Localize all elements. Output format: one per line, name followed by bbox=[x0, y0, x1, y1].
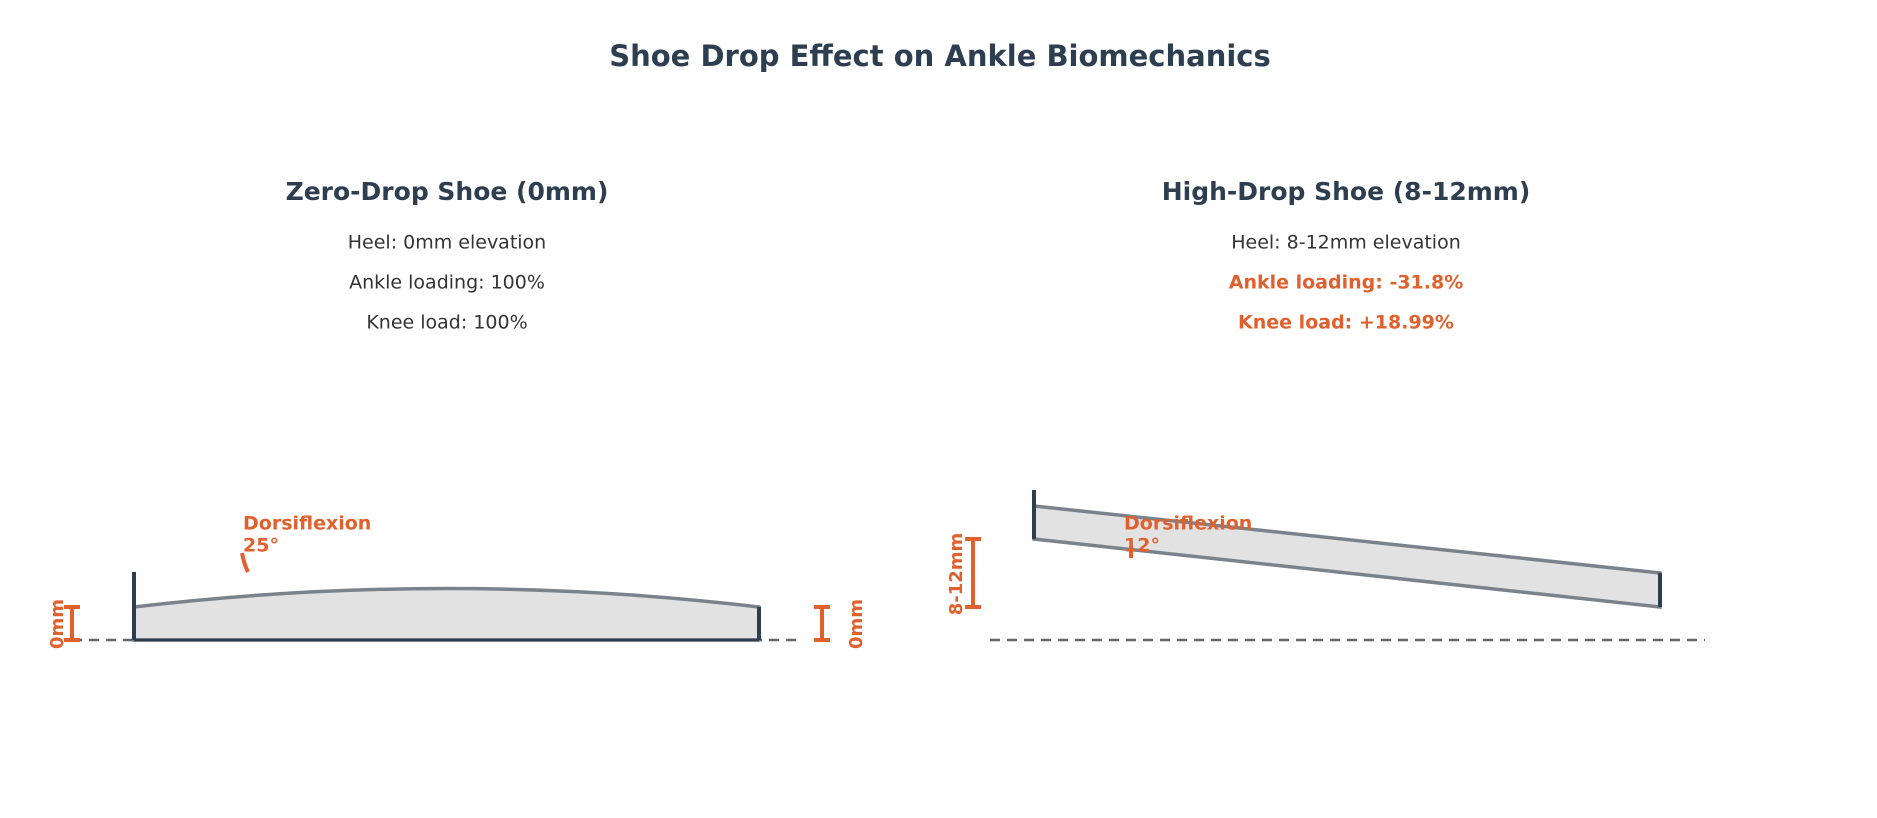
info-line: Knee load: 100% bbox=[366, 312, 527, 334]
info-line: Ankle loading: -31.8% bbox=[1229, 272, 1464, 294]
high-drop-panel: High-Drop Shoe (8-12mm) Heel: 8-12mm ele… bbox=[946, 177, 1705, 642]
angle-arc bbox=[240, 552, 250, 573]
info-line: Ankle loading: 100% bbox=[349, 272, 545, 294]
panel-title: High-Drop Shoe (8-12mm) bbox=[1162, 177, 1531, 206]
zero-drop-panel: Zero-Drop Shoe (0mm) Heel: 0mm elevation… bbox=[47, 177, 867, 649]
heel-dimension bbox=[64, 605, 80, 642]
panel-title: Zero-Drop Shoe (0mm) bbox=[286, 177, 609, 206]
dorsiflexion-label: Dorsiflexion bbox=[243, 513, 371, 535]
info-line: Heel: 0mm elevation bbox=[348, 232, 546, 254]
shoe-sole bbox=[132, 586, 761, 642]
heel-height: 0mm bbox=[47, 599, 68, 649]
heel-dimension bbox=[965, 537, 981, 609]
info-line: Knee load: +18.99% bbox=[1238, 312, 1454, 334]
title: Shoe Drop Effect on Ankle Biomechanics bbox=[609, 39, 1271, 73]
dorsiflexion-label: Dorsiflexion bbox=[1124, 513, 1252, 535]
toe-dimension bbox=[814, 605, 830, 642]
heel-height: 8-12mm bbox=[946, 533, 967, 616]
dorsiflexion-angle: 25° bbox=[243, 535, 279, 557]
info-line: Heel: 8-12mm elevation bbox=[1231, 232, 1461, 254]
toe-height: 0mm bbox=[846, 599, 867, 649]
